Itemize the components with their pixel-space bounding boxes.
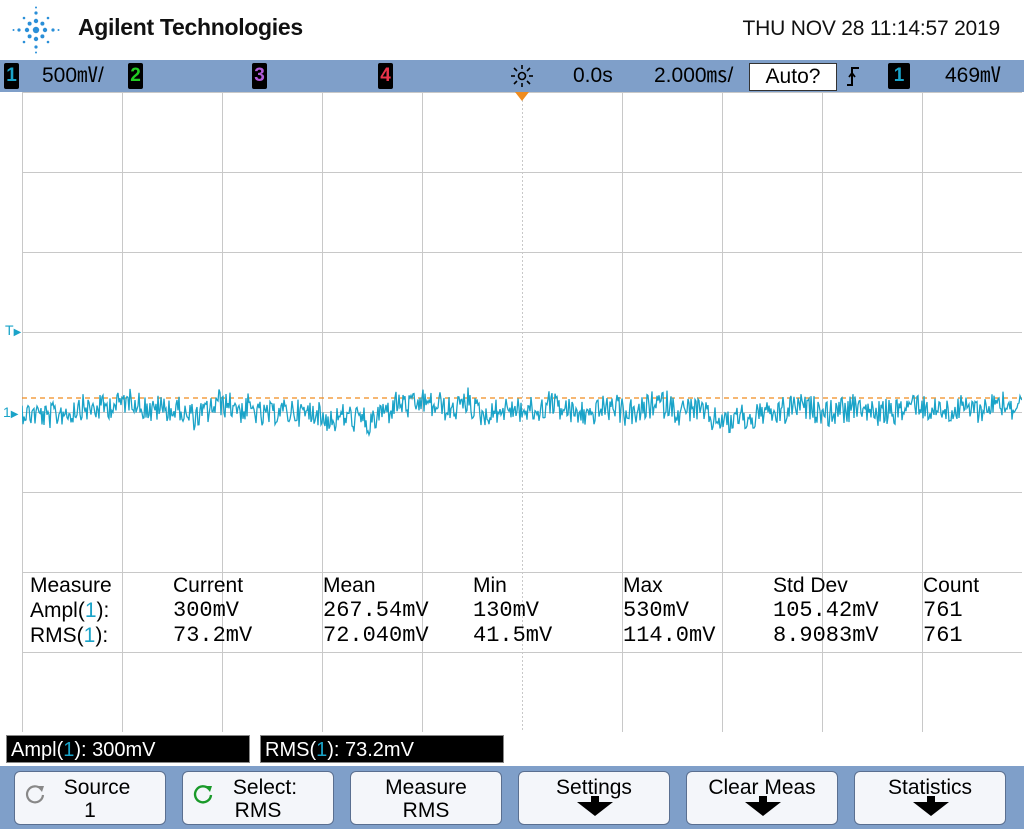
settings-softkey[interactable]: Settings — [518, 771, 670, 825]
rotate-knob-icon — [25, 785, 45, 804]
channel-4-indicator[interactable]: 4 — [378, 63, 393, 89]
measure-softkey[interactable]: Measure RMS — [350, 771, 502, 825]
rms-mean: 72.040mV — [323, 623, 429, 648]
ampl-current: 300mV — [173, 598, 240, 623]
trigger-level: 469㎷ — [945, 64, 1002, 87]
measurement-row-ampl: Ampl(1): 300mV 267.54mV 130mV 530mV 105.… — [30, 598, 1020, 624]
entry-knob-icon — [193, 785, 213, 804]
ampl-count: 761 — [923, 598, 963, 623]
trigger-source[interactable]: 1 — [888, 63, 910, 89]
select-softkey[interactable]: Select: RMS — [182, 771, 334, 825]
measurement-row-rms: RMS(1): 73.2mV 72.040mV 41.5mV 114.0mV 8… — [30, 623, 1020, 649]
softkey-bar: Source 1 Select: RMS Measure RMS Setting… — [0, 766, 1024, 829]
measurement-readout-bar: Ampl(1): 300mV RMS(1): 73.2mV — [0, 732, 1024, 766]
rms-min: 41.5mV — [473, 623, 553, 648]
trigger-level-marker[interactable]: T▶ — [5, 322, 22, 338]
trigger-position-marker — [515, 92, 529, 101]
graticule — [22, 92, 1022, 732]
rms-count: 761 — [923, 623, 963, 648]
submenu-arrow-icon — [577, 802, 613, 816]
channel-1-ground-marker[interactable]: 1▶ — [3, 404, 19, 420]
header-measure: Measure — [30, 574, 112, 597]
channel-marker-strip: T▶ 1▶ — [0, 92, 22, 732]
header-count: Count — [923, 574, 980, 597]
rms-std-dev: 8.9083mV — [773, 623, 879, 648]
time-scale: 2.000㎳/ — [654, 64, 734, 87]
channel-2-indicator[interactable]: 2 — [128, 63, 143, 89]
header-min: Min — [473, 574, 507, 597]
ampl-readout: Ampl(1): 300mV — [6, 735, 250, 763]
submenu-arrow-icon — [927, 796, 935, 804]
channel-1-scale: 500㎷/ — [42, 64, 104, 87]
brand-title: Agilent Technologies — [78, 14, 303, 40]
ampl-mean: 267.54mV — [323, 598, 429, 623]
statistics-softkey[interactable]: Statistics — [854, 771, 1006, 825]
source-softkey[interactable]: Source 1 — [14, 771, 166, 825]
row-label: Ampl(1): — [30, 599, 110, 622]
ampl-min: 130mV — [473, 598, 540, 623]
clear-meas-softkey[interactable]: Clear Meas — [686, 771, 838, 825]
header-std-dev: Std Dev — [773, 574, 848, 597]
row-label: RMS(1): — [30, 624, 109, 647]
rms-readout: RMS(1): 73.2mV — [260, 735, 504, 763]
ampl-std-dev: 105.42mV — [773, 598, 879, 623]
submenu-arrow-icon — [745, 802, 781, 816]
header: Agilent Technologies THU NOV 28 11:14:57… — [0, 0, 1024, 60]
submenu-arrow-icon — [759, 796, 767, 804]
trigger-sun-icon — [511, 65, 533, 87]
channel-3-indicator[interactable]: 3 — [252, 63, 267, 89]
datetime: THU NOV 28 11:14:57 2019 — [742, 17, 1001, 40]
header-max: Max — [623, 574, 663, 597]
header-current: Current — [173, 574, 244, 597]
agilent-spark-icon — [12, 6, 60, 54]
trigger-mode-indicator[interactable]: Auto? — [749, 63, 837, 91]
rising-edge-icon — [847, 67, 859, 86]
time-delay: 0.0s — [573, 64, 613, 87]
channel-1-indicator[interactable]: 1 — [4, 63, 19, 89]
channel-1-trace — [22, 387, 1022, 438]
submenu-arrow-icon — [591, 796, 599, 804]
status-bar: 1 500㎷/ 2 3 4 0.0s 2.000㎳/ Auto? 1 469㎷ — [0, 60, 1024, 92]
submenu-arrow-icon — [913, 802, 949, 816]
header-mean: Mean — [323, 574, 376, 597]
ampl-max: 530mV — [623, 598, 690, 623]
measurement-header-row: Measure Current Mean Min Max Std Dev Cou… — [30, 573, 1020, 599]
waveform-display[interactable] — [22, 92, 1022, 732]
rms-current: 73.2mV — [173, 623, 253, 648]
rms-max: 114.0mV — [623, 623, 716, 648]
